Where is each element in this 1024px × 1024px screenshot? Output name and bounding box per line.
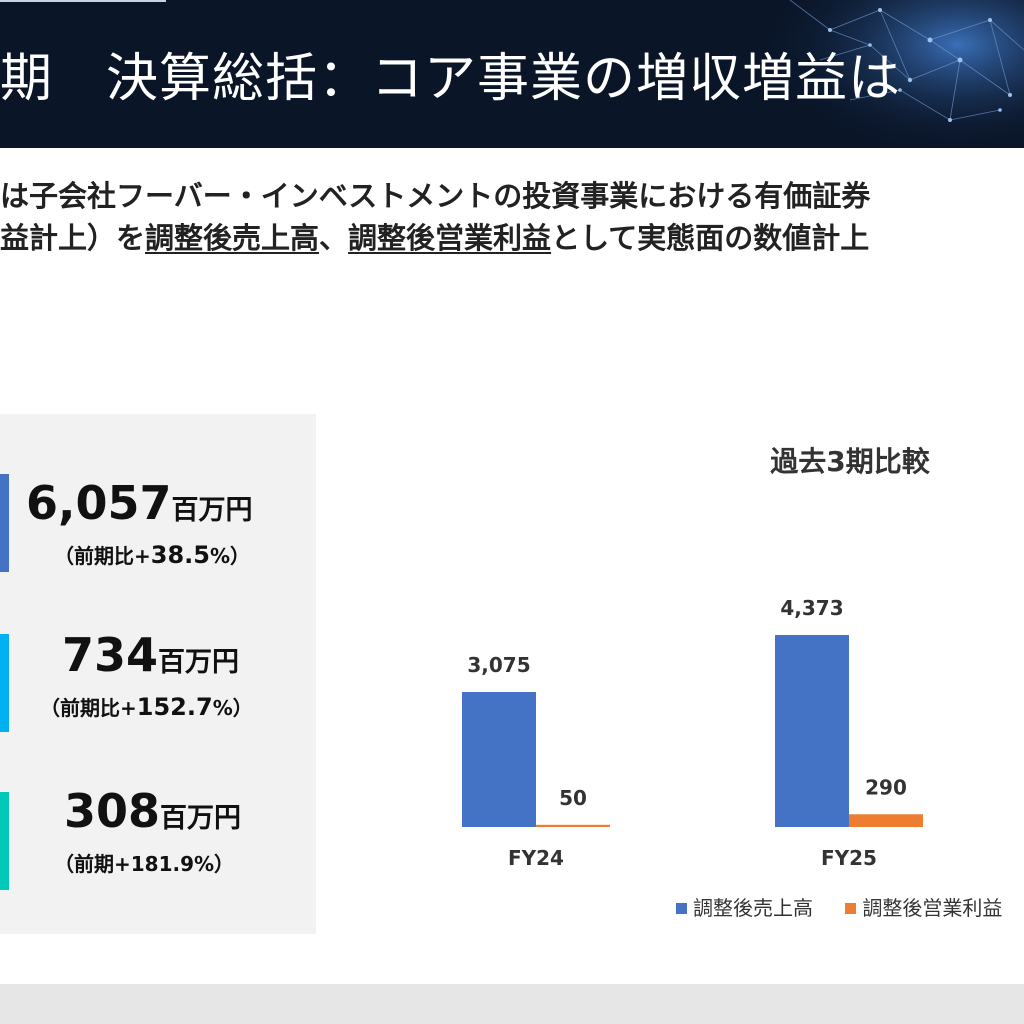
subtitle-line-2: 益計上）を調整後売上高、調整後営業利益として実態面の数値計上 bbox=[0, 218, 869, 258]
kpi-third-accent-bar bbox=[0, 792, 9, 890]
adjusted-revenue-term: 調整後売上高 bbox=[145, 221, 320, 255]
kpi-operating-profit-change-suffix: %） bbox=[212, 696, 253, 720]
chart-bars bbox=[462, 635, 923, 827]
subtitle-separator: 、 bbox=[319, 221, 349, 255]
header-top-accent-line bbox=[0, 0, 166, 2]
legend-item-adjusted-operating-profit: 調整後営業利益 bbox=[845, 892, 1002, 921]
footer-band bbox=[0, 984, 1024, 1024]
bar-chart: 3,075 50 4,373 290 FY24 FY25 bbox=[462, 596, 923, 870]
header-banner: 期 決算総括：コア事業の増収増益は bbox=[0, 0, 1024, 148]
kpi-revenue-change: （前期比+38.5%） bbox=[54, 540, 250, 569]
kpi-revenue-accent-bar bbox=[0, 474, 9, 572]
legend-label-adjusted-operating-profit: 調整後営業利益 bbox=[862, 896, 1003, 920]
kpi-third-unit: 百万円 bbox=[160, 803, 242, 834]
chart-category-labels: FY24 FY25 bbox=[508, 846, 877, 870]
kpi-panel: 6,057百万円 （前期比+38.5%） 734百万円 （前期比+152.7%）… bbox=[0, 414, 316, 934]
data-label-adjusted-revenue-fy25: 4,373 bbox=[780, 596, 843, 620]
kpi-operating-profit-change: （前期比+152.7%） bbox=[40, 692, 253, 721]
network-pattern-decoration bbox=[760, 0, 1024, 148]
data-label-adjusted-revenue-fy24: 3,075 bbox=[467, 653, 530, 677]
bar-adjusted-revenue-fy24 bbox=[462, 692, 536, 827]
kpi-revenue-change-value: 38.5 bbox=[150, 541, 210, 569]
kpi-operating-profit-change-value: 152.7 bbox=[136, 693, 213, 721]
slide-title: 期 決算総括：コア事業の増収増益は bbox=[0, 49, 902, 109]
kpi-revenue-number: 6,057 bbox=[26, 476, 172, 530]
kpi-operating-profit-accent-bar bbox=[0, 634, 9, 732]
chart-legend: 調整後売上高 調整後営業利益 bbox=[676, 892, 1024, 922]
chart-title: 過去3期比較 bbox=[770, 445, 930, 478]
legend-swatch-adjusted-operating-profit bbox=[845, 903, 857, 914]
kpi-operating-profit-number: 734 bbox=[62, 628, 159, 682]
subtitle-line-1: は子会社フーバー・インベストメントの投資事業における有価証券 bbox=[0, 179, 871, 213]
kpi-revenue-value: 6,057百万円 bbox=[26, 476, 253, 530]
data-label-adjusted-operating-profit-fy25: 290 bbox=[865, 775, 907, 799]
kpi-third-change: （前期+181.9%） bbox=[54, 848, 234, 877]
subtitle-line-2-suffix: として実態面の数値計上 bbox=[551, 221, 870, 255]
adjusted-operating-profit-term: 調整後営業利益 bbox=[348, 221, 552, 255]
subtitle-line-2-prefix: 益計上）を bbox=[0, 221, 146, 255]
kpi-third-value: 308百万円 bbox=[64, 784, 241, 838]
bar-adjusted-operating-profit-fy24 bbox=[536, 824, 610, 827]
chart-data-labels: 3,075 50 4,373 290 bbox=[467, 596, 907, 810]
category-label-fy25: FY25 bbox=[821, 846, 877, 870]
legend-item-adjusted-revenue: 調整後売上高 bbox=[676, 892, 813, 921]
category-label-fy24: FY24 bbox=[508, 846, 564, 870]
kpi-operating-profit-unit: 百万円 bbox=[158, 647, 240, 678]
kpi-revenue-change-suffix: %） bbox=[209, 544, 251, 568]
kpi-third-change-text: （前期+181.9%） bbox=[54, 852, 235, 876]
bar-adjusted-revenue-fy25 bbox=[775, 635, 849, 827]
bar-adjusted-operating-profit-fy25 bbox=[849, 814, 923, 827]
kpi-operating-profit-value: 734百万円 bbox=[62, 628, 239, 682]
kpi-revenue-change-prefix: （前期比+ bbox=[54, 544, 151, 568]
kpi-operating-profit-change-prefix: （前期比+ bbox=[40, 696, 137, 720]
data-label-adjusted-operating-profit-fy24: 50 bbox=[559, 786, 587, 810]
kpi-revenue-unit: 百万円 bbox=[171, 495, 253, 526]
legend-swatch-adjusted-revenue bbox=[676, 903, 687, 914]
kpi-third-number: 308 bbox=[64, 784, 161, 838]
legend-label-adjusted-revenue: 調整後売上高 bbox=[693, 896, 813, 920]
